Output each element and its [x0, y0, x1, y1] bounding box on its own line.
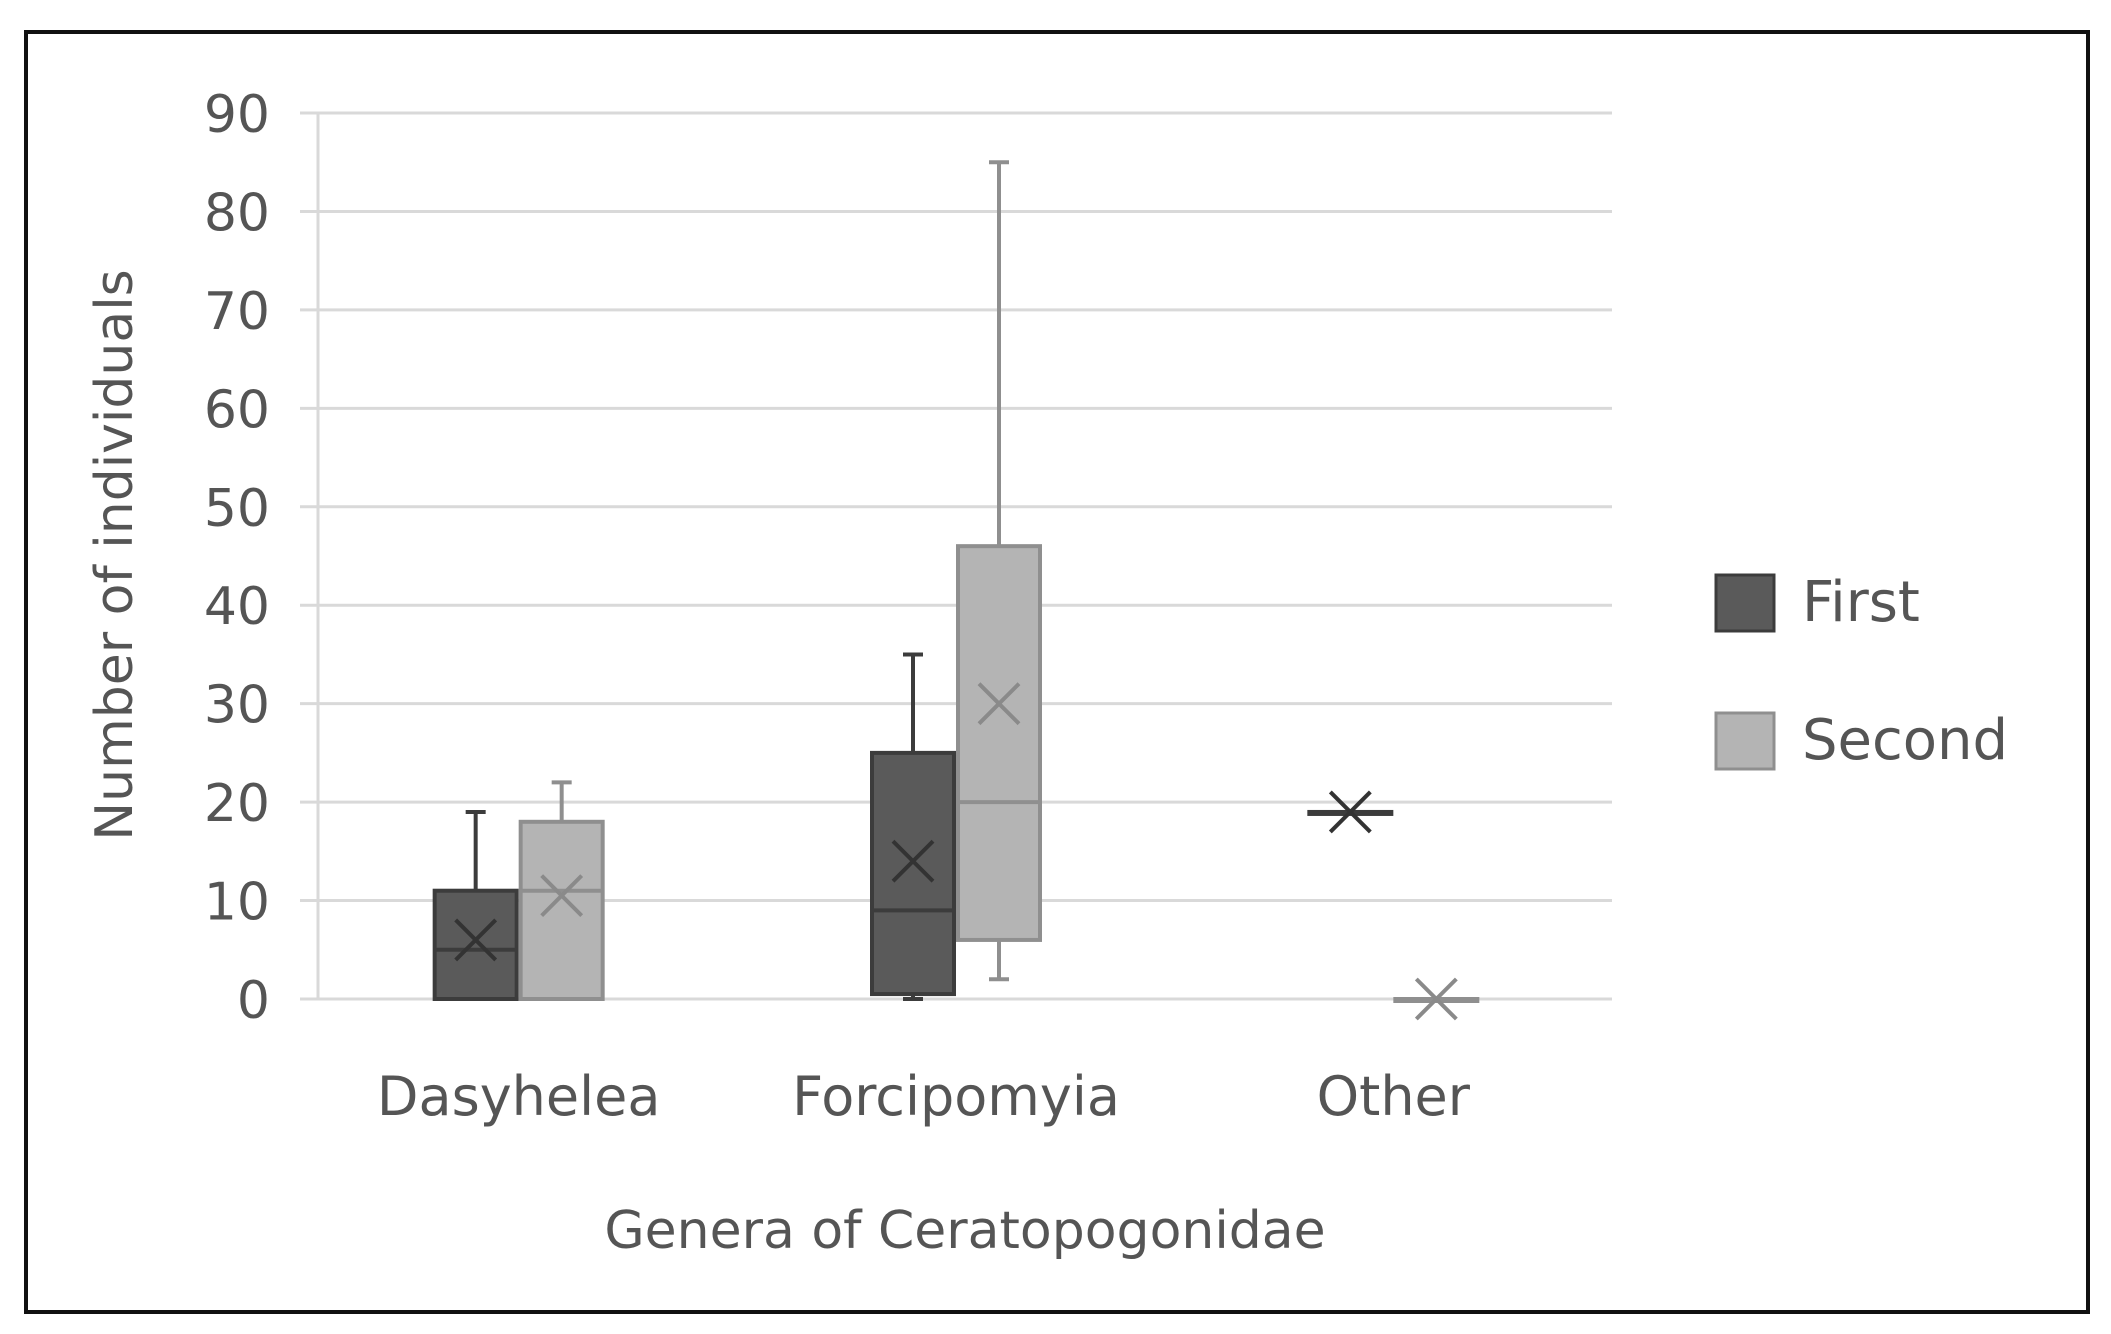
y-tick-label: 0: [237, 971, 270, 1031]
box-second-dasyhelea: [518, 780, 605, 1001]
legend-swatch-first: [1714, 573, 1776, 633]
y-tick-label: 80: [204, 183, 270, 243]
mean-marker: [540, 874, 584, 918]
legend-label-second: Second: [1802, 708, 2008, 773]
chart-frame: [24, 30, 2090, 1314]
legend: First Second: [1714, 570, 2008, 773]
box-iqr: [518, 819, 605, 1001]
box-first-other: [1307, 790, 1394, 834]
box-first-forcipomyia: [870, 652, 956, 1001]
box-iqr: [870, 750, 956, 997]
y-axis-ticks: 0 10 20 30 40 50 60 70 80 90: [204, 85, 270, 1031]
y-tick-label: 50: [204, 479, 270, 539]
mean-marker: [454, 918, 498, 962]
box-iqr: [432, 888, 519, 1002]
box-iqr: [956, 544, 1042, 942]
y-tick-label: 10: [204, 873, 270, 933]
mean-marker-stroke: [454, 918, 498, 962]
x-axis-ticks: Dasyhelea Forcipomyia Other: [377, 1065, 1471, 1128]
mean-marker: [1414, 977, 1458, 1021]
x-tick-label: Other: [1317, 1065, 1471, 1128]
box-first-dasyhelea: [432, 809, 519, 1002]
mean-marker-stroke: [1414, 977, 1458, 1021]
y-tick-label: 20: [204, 774, 270, 834]
y-tick-label: 60: [204, 380, 270, 440]
x-tick-label: Forcipomyia: [792, 1065, 1120, 1128]
y-tick-label: 30: [204, 676, 270, 736]
legend-label-first: First: [1802, 570, 1920, 635]
mean-marker: [891, 839, 935, 883]
box-series: [432, 160, 1480, 1021]
mean-marker-stroke: [977, 682, 1021, 726]
y-tick-label: 40: [204, 577, 270, 637]
mean-marker: [1328, 790, 1372, 834]
y-tick-label: 90: [204, 85, 270, 145]
legend-swatch-second: [1714, 711, 1776, 771]
mean-marker-stroke: [1328, 790, 1372, 834]
y-axis-label: Number of individuals: [85, 269, 145, 841]
x-tick-label: Dasyhelea: [377, 1065, 661, 1128]
x-axis-label: Genera of Ceratopogonidae: [604, 1201, 1325, 1261]
box-second-forcipomyia: [956, 160, 1042, 982]
mean-marker-stroke: [540, 874, 584, 918]
mean-marker-stroke: [891, 839, 935, 883]
box-second-other: [1393, 977, 1480, 1021]
mean-marker: [977, 682, 1021, 726]
y-tick-label: 70: [204, 282, 270, 342]
